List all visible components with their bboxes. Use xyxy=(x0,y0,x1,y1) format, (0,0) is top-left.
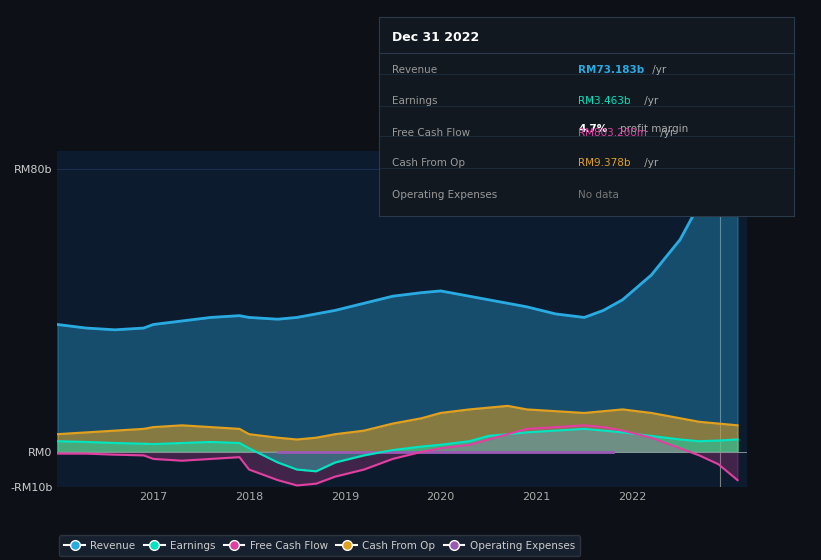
Text: No data: No data xyxy=(578,190,619,200)
Text: /yr: /yr xyxy=(649,64,667,74)
Text: RM3.463b: RM3.463b xyxy=(578,96,631,106)
Text: RM803.200m: RM803.200m xyxy=(578,128,647,138)
Text: Cash From Op: Cash From Op xyxy=(392,158,465,168)
Text: Earnings: Earnings xyxy=(392,96,438,106)
Text: /yr: /yr xyxy=(641,96,658,106)
Legend: Revenue, Earnings, Free Cash Flow, Cash From Op, Operating Expenses: Revenue, Earnings, Free Cash Flow, Cash … xyxy=(59,535,580,556)
Text: Dec 31 2022: Dec 31 2022 xyxy=(392,31,479,44)
Text: Free Cash Flow: Free Cash Flow xyxy=(392,128,470,138)
Text: /yr: /yr xyxy=(657,128,674,138)
Text: Operating Expenses: Operating Expenses xyxy=(392,190,497,200)
Text: /yr: /yr xyxy=(641,158,658,168)
Text: RM9.378b: RM9.378b xyxy=(578,158,631,168)
Text: RM73.183b: RM73.183b xyxy=(578,64,644,74)
Text: 4.7%: 4.7% xyxy=(578,124,608,134)
Text: Revenue: Revenue xyxy=(392,64,437,74)
Text: profit margin: profit margin xyxy=(620,124,688,134)
